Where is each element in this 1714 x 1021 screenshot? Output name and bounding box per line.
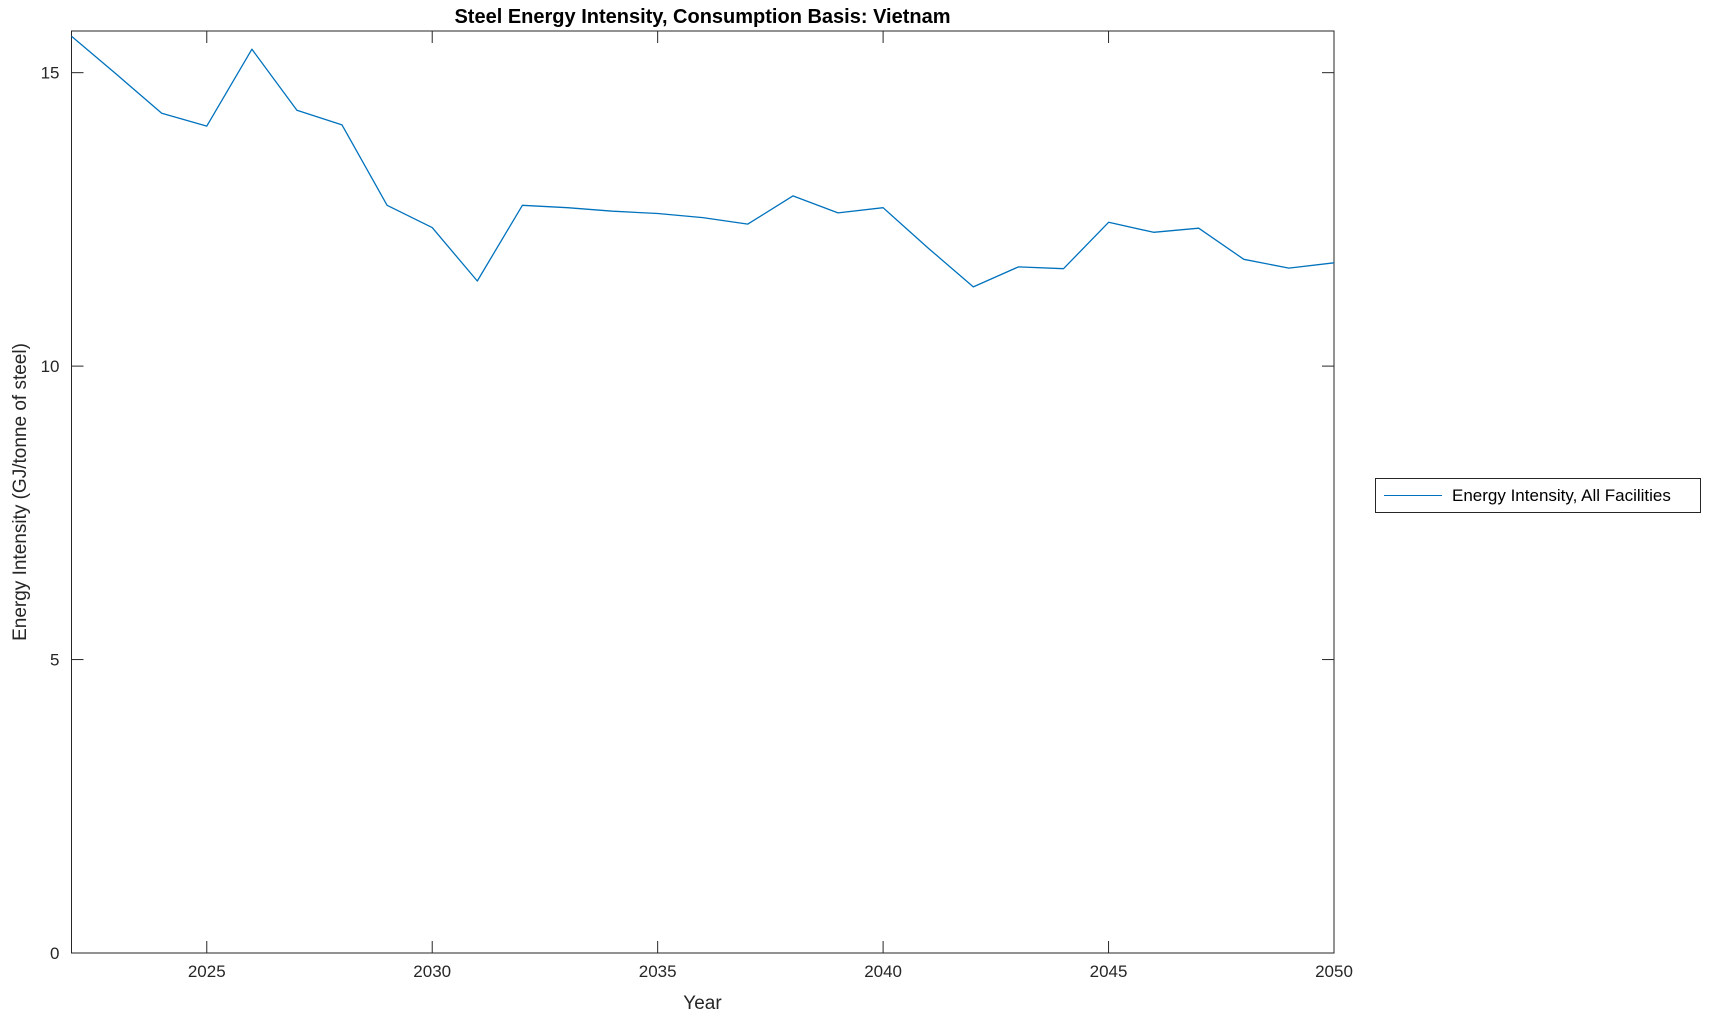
y-tick-label: 10: [41, 357, 60, 376]
x-tick-label: 2045: [1090, 962, 1128, 981]
x-tick-label: 2050: [1315, 962, 1353, 981]
x-tick-label: 2030: [413, 962, 451, 981]
legend-box: Energy Intensity, All Facilities: [1375, 478, 1701, 513]
chart-title: Steel Energy Intensity, Consumption Basi…: [454, 6, 951, 28]
legend-line-sample: [1384, 495, 1442, 496]
y-tick-label: 0: [50, 944, 59, 963]
legend-entry-label: Energy Intensity, All Facilities: [1452, 485, 1671, 505]
x-tick-label: 2035: [639, 962, 677, 981]
y-axis-label: Energy Intensity (GJ/tonne of steel): [10, 343, 31, 641]
y-tick-label: 5: [50, 651, 59, 670]
x-tick-label: 2025: [188, 962, 226, 981]
data-line: [71, 35, 1335, 288]
y-tick-label: 15: [41, 64, 60, 83]
x-axis-label: Year: [683, 993, 722, 1014]
x-tick-label: 2040: [864, 962, 902, 981]
plot-box: [71, 30, 1335, 954]
